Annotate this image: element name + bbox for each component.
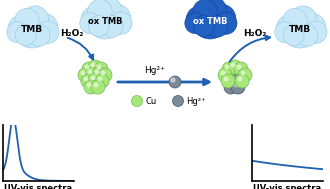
Circle shape xyxy=(200,0,227,23)
Circle shape xyxy=(222,62,236,76)
Circle shape xyxy=(215,12,237,34)
Circle shape xyxy=(110,12,132,34)
Circle shape xyxy=(231,76,235,80)
Circle shape xyxy=(221,71,225,75)
Circle shape xyxy=(81,6,107,32)
Circle shape xyxy=(283,25,304,46)
Circle shape xyxy=(95,70,99,74)
Circle shape xyxy=(8,15,34,41)
Circle shape xyxy=(81,71,85,75)
Circle shape xyxy=(85,65,89,69)
Text: H₂O₂: H₂O₂ xyxy=(60,29,84,39)
Circle shape xyxy=(171,78,175,82)
Circle shape xyxy=(232,67,246,81)
Circle shape xyxy=(206,16,228,37)
Circle shape xyxy=(276,15,302,41)
Circle shape xyxy=(290,6,316,33)
Circle shape xyxy=(225,65,229,69)
Circle shape xyxy=(282,12,318,48)
Circle shape xyxy=(218,68,232,82)
Circle shape xyxy=(238,77,242,81)
Circle shape xyxy=(208,4,236,32)
Text: ox TMB: ox TMB xyxy=(88,16,122,26)
Circle shape xyxy=(87,3,123,39)
Circle shape xyxy=(169,76,181,88)
Circle shape xyxy=(231,63,235,67)
Circle shape xyxy=(88,73,102,87)
Circle shape xyxy=(225,67,239,81)
Circle shape xyxy=(193,0,217,24)
Circle shape xyxy=(94,83,98,87)
Circle shape xyxy=(235,70,239,74)
Circle shape xyxy=(224,77,228,81)
Circle shape xyxy=(227,83,231,87)
Circle shape xyxy=(238,68,252,82)
Text: TMB: TMB xyxy=(21,26,43,35)
Circle shape xyxy=(221,74,235,88)
Circle shape xyxy=(92,67,106,81)
Circle shape xyxy=(231,80,245,94)
Circle shape xyxy=(234,62,248,76)
Circle shape xyxy=(91,80,105,94)
Circle shape xyxy=(95,74,109,88)
Circle shape xyxy=(88,70,92,74)
Circle shape xyxy=(15,8,39,33)
Circle shape xyxy=(80,13,101,34)
Circle shape xyxy=(185,13,206,34)
Circle shape xyxy=(101,71,105,75)
Circle shape xyxy=(30,13,58,41)
Circle shape xyxy=(7,22,28,43)
Circle shape xyxy=(15,25,36,46)
X-axis label: UV-vis spectra: UV-vis spectra xyxy=(253,184,321,189)
Circle shape xyxy=(296,25,318,46)
Circle shape xyxy=(98,77,102,81)
Circle shape xyxy=(235,74,249,88)
Circle shape xyxy=(91,76,95,80)
Circle shape xyxy=(305,21,327,43)
Circle shape xyxy=(37,21,59,43)
Circle shape xyxy=(101,16,123,37)
Circle shape xyxy=(241,71,245,75)
Circle shape xyxy=(22,6,49,33)
Circle shape xyxy=(84,80,98,94)
Text: Cu: Cu xyxy=(145,97,156,105)
Circle shape xyxy=(192,3,228,39)
Circle shape xyxy=(186,6,212,32)
Circle shape xyxy=(234,83,238,87)
Circle shape xyxy=(97,65,101,69)
Circle shape xyxy=(88,16,109,36)
Circle shape xyxy=(28,25,50,46)
Circle shape xyxy=(228,70,232,74)
Circle shape xyxy=(131,95,143,106)
Circle shape xyxy=(193,16,214,36)
Text: Hg²⁺: Hg²⁺ xyxy=(145,66,165,75)
Circle shape xyxy=(81,74,95,88)
Circle shape xyxy=(94,62,108,76)
Circle shape xyxy=(88,0,112,24)
Circle shape xyxy=(98,68,112,82)
Text: TMB: TMB xyxy=(289,26,311,35)
X-axis label: UV-vis spectra: UV-vis spectra xyxy=(4,184,72,189)
Text: Hg²⁺: Hg²⁺ xyxy=(186,97,206,105)
Circle shape xyxy=(78,68,92,82)
Circle shape xyxy=(84,77,88,81)
Circle shape xyxy=(173,95,183,106)
Circle shape xyxy=(237,65,241,69)
Circle shape xyxy=(85,67,99,81)
Text: ox TMB: ox TMB xyxy=(193,16,227,26)
Circle shape xyxy=(14,12,50,48)
Circle shape xyxy=(91,63,95,67)
Circle shape xyxy=(275,22,296,43)
Circle shape xyxy=(224,80,238,94)
Circle shape xyxy=(283,8,307,33)
Circle shape xyxy=(88,60,102,74)
Circle shape xyxy=(82,62,96,76)
Text: H₂O₂: H₂O₂ xyxy=(243,29,267,39)
Circle shape xyxy=(228,73,242,87)
Circle shape xyxy=(298,13,326,41)
Circle shape xyxy=(87,83,91,87)
Circle shape xyxy=(95,0,121,23)
Circle shape xyxy=(228,60,242,74)
Circle shape xyxy=(103,4,131,32)
